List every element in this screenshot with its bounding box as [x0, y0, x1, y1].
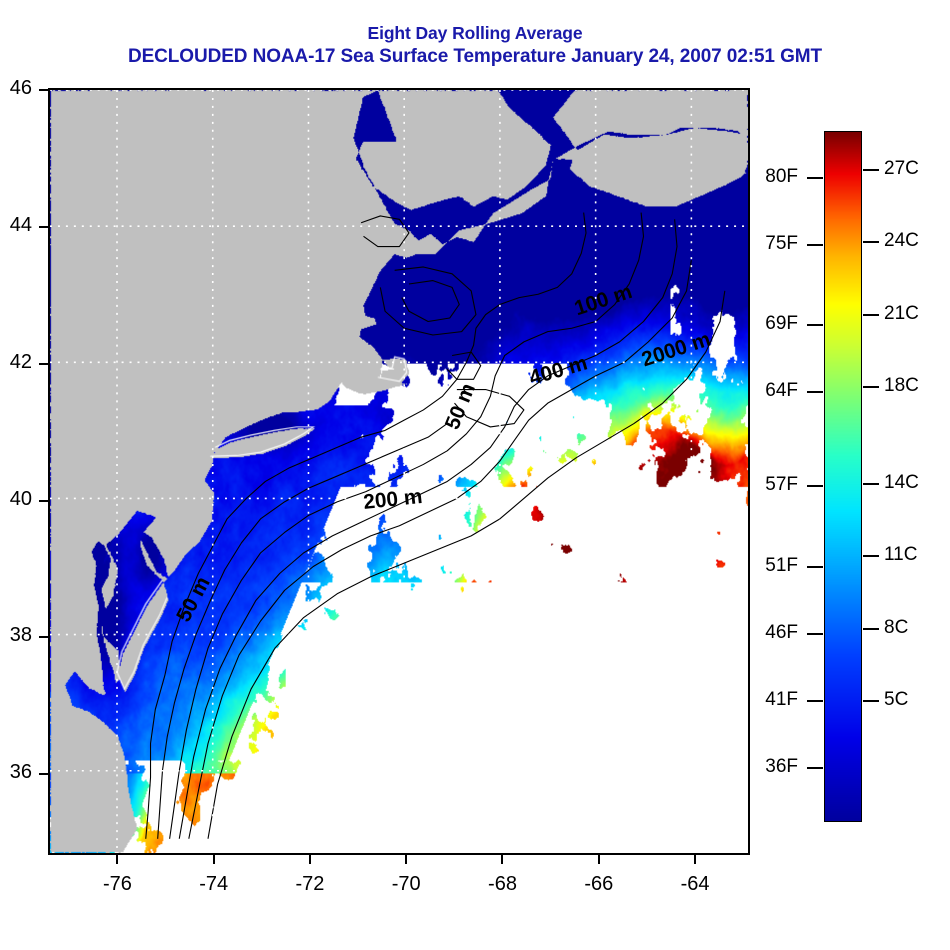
colorbar-gradient — [825, 132, 861, 821]
y-tick-label-3: 42 — [9, 350, 32, 373]
colorbar-tick-c-0 — [863, 168, 879, 171]
colorbar-tick-f-6 — [807, 633, 823, 636]
x-tick-6 — [694, 855, 697, 864]
colorbar-label-f-1: 75F — [765, 232, 798, 254]
y-tick-2 — [39, 499, 48, 502]
contour-label-2: 200 m — [362, 485, 423, 514]
map-gridlines — [50, 90, 745, 850]
x-tick-1 — [212, 855, 215, 864]
x-tick-label-4: -68 — [488, 873, 517, 895]
bathymetry-contour — [207, 290, 726, 839]
colorbar-label-c-5: 11C — [884, 544, 918, 566]
colorbar-label-f-8: 36F — [765, 756, 798, 778]
colorbar-tick-c-6 — [863, 627, 879, 630]
colorbar-tick-c-1 — [863, 241, 879, 244]
colorbar-label-f-2: 69F — [765, 313, 798, 335]
colorbar-label-f-7: 41F — [765, 689, 798, 711]
colorbar-tick-c-5 — [863, 555, 879, 558]
colorbar-tick-f-4 — [807, 485, 823, 488]
map-plot-area[interactable]: 50 m 50 m 200 m 100 m 400 m 2000 m — [48, 88, 750, 855]
y-tick-4 — [39, 225, 48, 228]
x-tick-label-2: -72 — [295, 873, 325, 895]
bathymetry-contour — [169, 212, 645, 839]
colorbar[interactable] — [824, 131, 862, 822]
sst-raster — [50, 90, 748, 853]
bathymetry-contour — [178, 219, 678, 839]
colorbar-label-f-5: 51F — [765, 554, 798, 576]
colorbar-tick-c-3 — [863, 386, 879, 389]
x-tick-0 — [116, 855, 119, 864]
colorbar-tick-f-0 — [807, 176, 823, 179]
figure-title: Eight Day Rolling Average DECLOUDED NOAA… — [0, 22, 950, 69]
y-tick-0 — [39, 773, 48, 776]
x-tick-label-6: -64 — [680, 873, 710, 895]
colorbar-label-f-4: 57F — [765, 474, 798, 496]
colorbar-tick-c-2 — [863, 313, 879, 316]
y-tick-label-4: 44 — [9, 213, 32, 236]
x-tick-4 — [501, 855, 504, 864]
y-tick-label-2: 40 — [9, 487, 32, 510]
y-tick-1 — [39, 636, 48, 639]
colorbar-label-c-0: 27C — [884, 157, 919, 179]
y-tick-5 — [39, 89, 48, 91]
y-tick-3 — [39, 362, 48, 365]
colorbar-label-f-0: 80F — [765, 165, 798, 187]
bathymetry-contour — [360, 215, 410, 248]
x-tick-label-1: -74 — [199, 873, 229, 895]
colorbar-label-c-4: 14C — [884, 471, 919, 493]
colorbar-label-c-6: 8C — [884, 616, 909, 638]
title-line-1: Eight Day Rolling Average — [367, 23, 583, 43]
bathymetry-contour — [157, 423, 448, 839]
colorbar-tick-f-2 — [807, 324, 823, 327]
y-tick-label-0: 36 — [9, 761, 32, 784]
colorbar-tick-f-7 — [807, 700, 823, 703]
y-tick-label-5: 46 — [9, 77, 32, 99]
x-tick-5 — [597, 855, 600, 864]
colorbar-label-f-3: 64F — [765, 380, 798, 402]
contour-label-0: 50 m — [172, 573, 215, 626]
colorbar-tick-c-4 — [863, 482, 879, 485]
colorbar-tick-c-7 — [863, 700, 879, 703]
title-line-2: DECLOUDED NOAA-17 Sea Surface Temperatur… — [127, 45, 822, 67]
bathymetry-contours — [145, 212, 726, 839]
bathymetry-contour — [145, 212, 587, 839]
x-tick-label-3: -70 — [391, 873, 421, 895]
bathymetry-contour — [454, 388, 525, 428]
x-tick-label-0: -76 — [102, 873, 132, 895]
colorbar-label-c-7: 5C — [884, 689, 909, 711]
x-tick-3 — [405, 855, 408, 864]
colorbar-label-c-1: 24C — [884, 230, 919, 252]
y-tick-label-1: 38 — [9, 624, 32, 647]
bathymetry-contour — [401, 280, 460, 323]
colorbar-label-c-2: 21C — [884, 302, 919, 324]
colorbar-label-f-6: 46F — [765, 622, 798, 644]
contour-label-5: 2000 m — [639, 328, 713, 372]
x-tick-2 — [308, 855, 311, 864]
x-tick-label-5: -66 — [584, 873, 614, 895]
colorbar-label-c-3: 18C — [884, 375, 919, 397]
colorbar-tick-f-1 — [807, 243, 823, 246]
colorbar-tick-f-3 — [807, 391, 823, 394]
bathymetry-contour — [446, 351, 482, 380]
colorbar-tick-f-5 — [807, 565, 823, 568]
bathymetry-contour — [379, 266, 477, 336]
colorbar-tick-f-8 — [807, 767, 823, 770]
